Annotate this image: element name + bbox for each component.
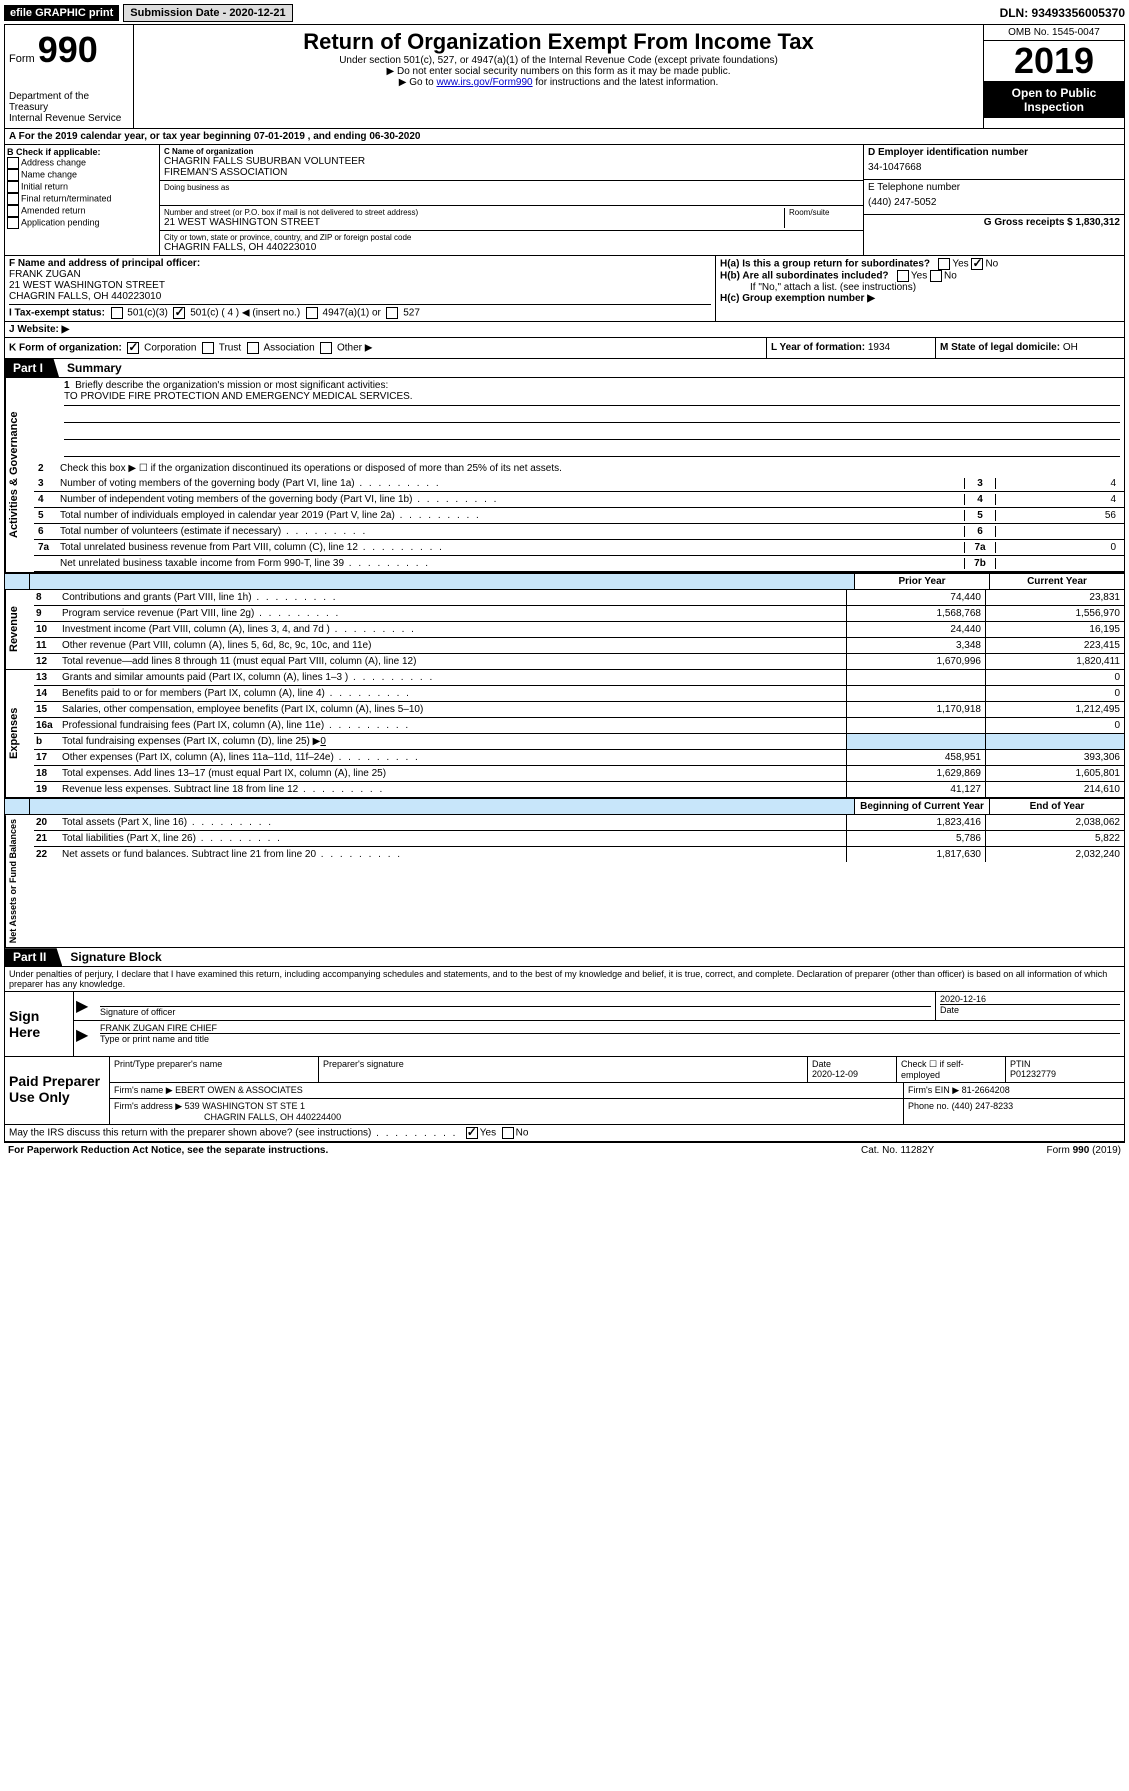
form-title: Return of Organization Exempt From Incom…: [138, 29, 979, 55]
part1-header: Part I Summary: [5, 359, 1124, 378]
right-info-column: D Employer identification number 34-1047…: [863, 145, 1124, 255]
form-title-box: Return of Organization Exempt From Incom…: [134, 25, 983, 128]
top-toolbar: efile GRAPHIC print Submission Date - 20…: [4, 4, 1125, 22]
officer-group-row: F Name and address of principal officer:…: [5, 256, 1124, 322]
paid-preparer-block: Paid Preparer Use Only Print/Type prepar…: [5, 1057, 1124, 1125]
perjury-declaration: Under penalties of perjury, I declare th…: [5, 967, 1124, 992]
tax-year-row: A For the 2019 calendar year, or tax yea…: [5, 129, 1124, 145]
form-year-box: OMB No. 1545-0047 2019 Open to Public In…: [983, 25, 1124, 128]
part2-header: Part II Signature Block: [5, 948, 1124, 967]
form-id-box: Form 990 Department of the Treasury Inte…: [5, 25, 134, 128]
prior-current-header: Prior Year Current Year: [5, 573, 1124, 590]
website-row: J Website: ▶: [5, 322, 1124, 338]
form-header: Form 990 Department of the Treasury Inte…: [5, 25, 1124, 129]
instructions-link[interactable]: www.irs.gov/Form990: [436, 77, 532, 88]
checkbox-column-b: B Check if applicable: Address change Na…: [5, 145, 160, 255]
netassets-section: Net Assets or Fund Balances 20Total asse…: [5, 815, 1124, 948]
governance-section: Activities & Governance 1 Briefly descri…: [5, 378, 1124, 573]
page-footer: For Paperwork Reduction Act Notice, see …: [4, 1143, 1125, 1158]
dln-label: DLN: 93493356005370: [1000, 6, 1125, 20]
sign-here-block: Sign Here ▶ Signature of officer 2020-12…: [5, 992, 1124, 1057]
form-container: Form 990 Department of the Treasury Inte…: [4, 24, 1125, 1143]
org-form-row: K Form of organization: Corporation Trus…: [5, 338, 1124, 359]
name-address-column: C Name of organization CHAGRIN FALLS SUB…: [160, 145, 863, 255]
discuss-row: May the IRS discuss this return with the…: [5, 1125, 1124, 1142]
efile-button[interactable]: efile GRAPHIC print: [4, 5, 119, 21]
revenue-section: Revenue 8Contributions and grants (Part …: [5, 590, 1124, 670]
submission-date-button[interactable]: Submission Date - 2020-12-21: [123, 4, 292, 22]
beg-end-header: Beginning of Current Year End of Year: [5, 798, 1124, 815]
identity-section: B Check if applicable: Address change Na…: [5, 145, 1124, 256]
expenses-section: Expenses 13Grants and similar amounts pa…: [5, 670, 1124, 798]
